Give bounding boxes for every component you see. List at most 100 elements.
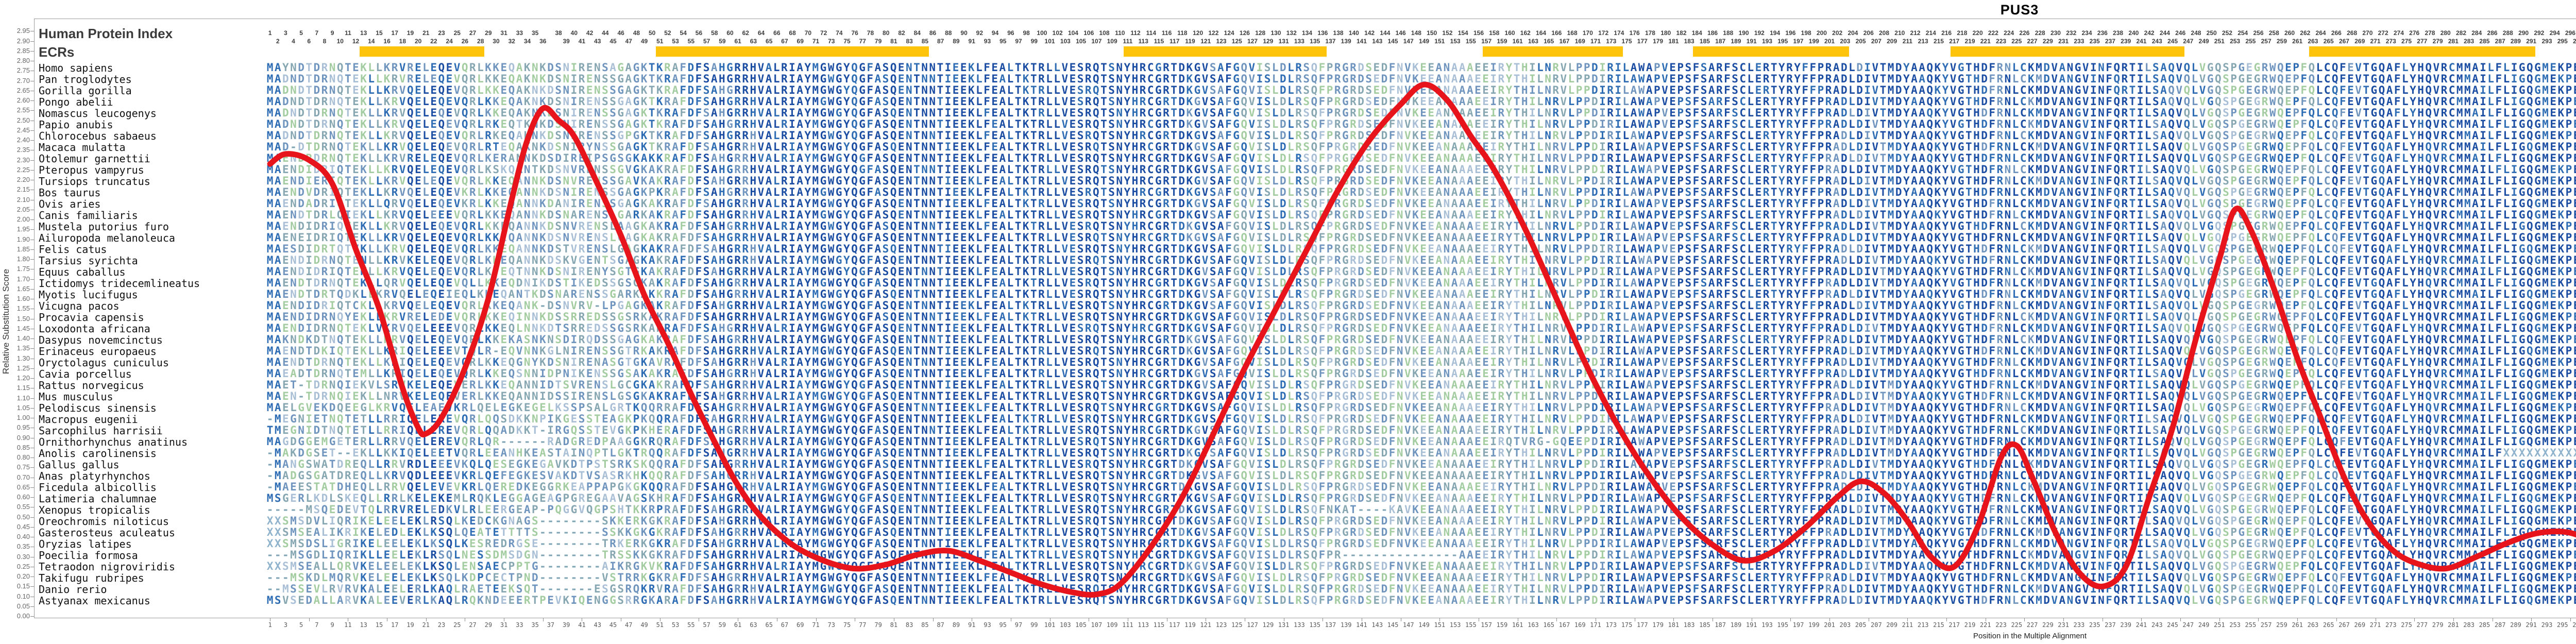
human-index-label: 265 <box>2324 38 2334 45</box>
x-tick-label: 253 <box>2229 621 2241 629</box>
y-tick-label: 0.05 <box>4 602 30 610</box>
human-index-label: 183 <box>1684 38 1694 45</box>
human-index-label: 176 <box>1630 29 1640 37</box>
x-tick-mark <box>2570 618 2571 621</box>
human-index-label: 74 <box>836 29 842 37</box>
human-index-label: 284 <box>2471 29 2482 37</box>
human-index-label: 132 <box>1286 29 1297 37</box>
human-protein-index-label: Human Protein Index <box>39 26 173 42</box>
x-tick-label: 133 <box>1294 621 1305 629</box>
human-index-label: 146 <box>1396 29 1406 37</box>
x-tick-label: 243 <box>2151 621 2163 629</box>
x-tick-label: 105 <box>1075 621 1087 629</box>
y-tick-label: 2.35 <box>4 146 30 154</box>
human-index-label: 254 <box>2238 29 2248 37</box>
x-tick-label: 67 <box>781 621 788 629</box>
species-label: Bos taurus <box>39 187 100 199</box>
human-index-label: 3 <box>284 29 287 37</box>
x-tick-label: 101 <box>1044 621 1056 629</box>
x-tick-label: 201 <box>1824 621 1835 629</box>
human-index-label: 6 <box>307 38 311 45</box>
human-index-label: 46 <box>617 29 624 37</box>
human-index-label: 72 <box>820 29 827 37</box>
x-tick-mark <box>1907 618 1908 621</box>
x-tick-label: 229 <box>2042 621 2054 629</box>
y-tick-label: 1.75 <box>4 265 30 273</box>
x-tick-label: 91 <box>968 621 975 629</box>
human-index-label: 225 <box>2011 38 2022 45</box>
x-tick-label: 81 <box>890 621 897 629</box>
x-tick-label: 7 <box>315 621 318 629</box>
x-tick-label: 163 <box>1528 621 1539 629</box>
x-tick-label: 273 <box>2385 621 2397 629</box>
y-tick-label: 1.70 <box>4 275 30 283</box>
x-tick-label: 31 <box>500 621 507 629</box>
x-tick-mark <box>426 618 427 621</box>
x-tick-label: 33 <box>516 621 523 629</box>
x-tick-label: 149 <box>1418 621 1430 629</box>
x-tick-label: 269 <box>2354 621 2365 629</box>
human-index-label: 106 <box>1083 29 1094 37</box>
human-index-label: 233 <box>2074 38 2084 45</box>
human-index-label: 11 <box>345 29 351 37</box>
human-index-label: 149 <box>1419 38 1429 45</box>
human-index-label: 147 <box>1403 38 1414 45</box>
x-tick-mark <box>1439 618 1440 621</box>
x-tick-label: 123 <box>1216 621 1227 629</box>
human-index-label: 128 <box>1255 29 1265 37</box>
species-label: Anolis carolinensis <box>39 447 157 460</box>
x-tick-label: 59 <box>719 621 726 629</box>
y-tick-mark <box>30 170 34 171</box>
x-tick-mark <box>1790 618 1791 621</box>
human-index-label: 228 <box>2035 29 2045 37</box>
human-index-label: 181 <box>1668 38 1679 45</box>
y-tick-label: 1.15 <box>4 384 30 392</box>
human-index-label: 68 <box>789 29 795 37</box>
human-index-label: 238 <box>2113 29 2123 37</box>
x-tick-label: 23 <box>438 621 445 629</box>
human-index-label: 239 <box>2121 38 2131 45</box>
species-label: Astyanax mexicanus <box>39 595 150 607</box>
x-tick-label: 267 <box>2338 621 2350 629</box>
human-index-label: 15 <box>376 29 382 37</box>
y-tick-mark <box>30 457 34 458</box>
human-index-label: 288 <box>2503 29 2513 37</box>
species-label: Otolemur garnettii <box>39 152 150 165</box>
x-tick-label: 87 <box>937 621 944 629</box>
human-index-label: 206 <box>1863 29 1874 37</box>
y-tick-mark <box>30 616 34 617</box>
ecr-bar <box>1693 46 1849 57</box>
human-index-label: 168 <box>1567 29 1578 37</box>
human-index-label: 1 <box>268 29 272 37</box>
x-tick-label: 129 <box>1263 621 1274 629</box>
y-tick-label: 1.10 <box>4 394 30 402</box>
x-tick-label: 19 <box>406 621 414 629</box>
human-index-label: 28 <box>477 38 484 45</box>
human-index-label: 27 <box>469 29 476 37</box>
human-index-label: 251 <box>2214 38 2225 45</box>
human-index-label: 148 <box>1411 29 1421 37</box>
y-tick-label: 1.55 <box>4 304 30 312</box>
human-index-label: 48 <box>633 29 640 37</box>
x-tick-label: 213 <box>1918 621 1929 629</box>
species-label: Tetraodon nigroviridis <box>39 561 175 573</box>
human-index-label: 158 <box>1489 29 1499 37</box>
y-tick-label: 0.50 <box>4 513 30 521</box>
x-tick-label: 271 <box>2370 621 2381 629</box>
human-index-label: 131 <box>1279 38 1289 45</box>
human-index-label: 252 <box>2222 29 2232 37</box>
x-tick-label: 289 <box>2510 621 2521 629</box>
x-tick-label: 277 <box>2416 621 2428 629</box>
x-tick-label: 65 <box>765 621 772 629</box>
human-index-label: 194 <box>1770 29 1780 37</box>
human-index-label: 121 <box>1200 38 1211 45</box>
human-index-label: 22 <box>430 38 437 45</box>
